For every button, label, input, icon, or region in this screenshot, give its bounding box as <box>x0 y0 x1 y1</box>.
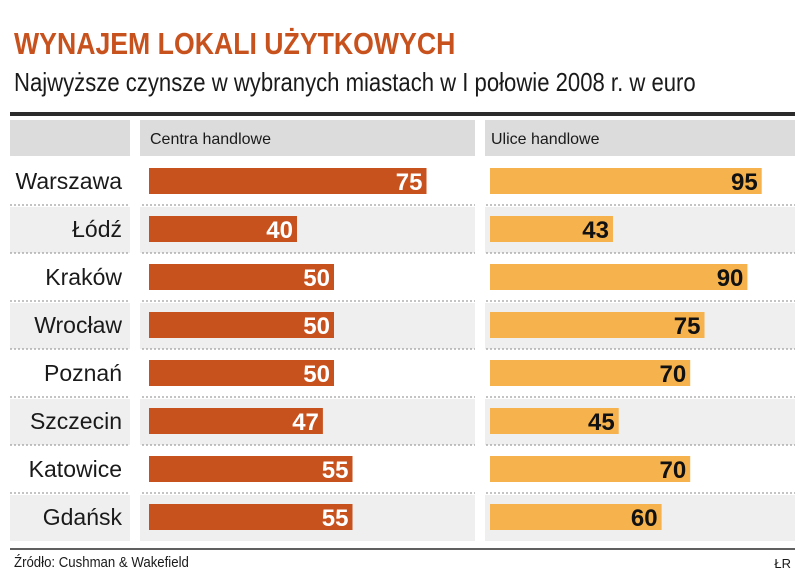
bar-ulice <box>490 360 691 386</box>
value-label-ulice: 75 <box>674 313 701 340</box>
category-label: Szczecin <box>30 408 122 434</box>
bar-centra <box>149 168 427 194</box>
category-label: Katowice <box>29 456 122 482</box>
row-stripe <box>10 207 795 253</box>
chart-subtitle: Najwyższe czynsze w wybranych miastach w… <box>14 67 696 97</box>
category-label: Wrocław <box>34 312 122 338</box>
value-label-centra: 40 <box>266 217 293 244</box>
bar-centra <box>149 408 323 434</box>
column-header-centra: Centra handlowe <box>150 131 271 148</box>
value-label-ulice: 95 <box>731 169 758 196</box>
bar-centra <box>149 312 334 338</box>
category-label: Łódź <box>72 216 122 242</box>
value-label-centra: 50 <box>303 361 330 388</box>
chart-title: WYNAJEM LOKALI UŻYTKOWYCH <box>14 26 456 61</box>
gutter-right <box>475 120 485 541</box>
bar-centra <box>149 456 353 482</box>
bar-centra <box>149 504 353 530</box>
value-label-centra: 75 <box>396 169 423 196</box>
value-label-centra: 55 <box>322 505 349 532</box>
top-rule <box>10 112 795 116</box>
bar-ulice <box>490 168 762 194</box>
header-band <box>10 120 795 156</box>
bar-ulice <box>490 264 748 290</box>
source-note: Źródło: Cushman & Wakefield <box>14 554 189 571</box>
bar-centra <box>149 216 297 242</box>
row-stripe <box>10 495 795 541</box>
value-label-centra: 47 <box>292 409 319 436</box>
bar-ulice <box>490 456 691 482</box>
value-label-ulice: 70 <box>659 361 686 388</box>
category-label: Poznań <box>44 360 122 386</box>
value-label-centra: 55 <box>322 457 349 484</box>
bar-ulice <box>490 312 705 338</box>
bar-centra <box>149 264 334 290</box>
bar-ulice <box>490 504 662 530</box>
value-label-centra: 50 <box>303 313 330 340</box>
value-label-ulice: 43 <box>582 217 609 244</box>
column-header-ulice: Ulice handlowe <box>491 131 600 148</box>
value-label-centra: 50 <box>303 265 330 292</box>
value-label-ulice: 45 <box>588 409 615 436</box>
value-label-ulice: 70 <box>659 457 686 484</box>
category-label: Warszawa <box>16 168 123 194</box>
bar-ulice <box>490 216 613 242</box>
bar-ulice <box>490 408 619 434</box>
category-label: Gdańsk <box>43 504 123 530</box>
author-credit: ŁR <box>774 556 791 571</box>
row-stripe <box>10 399 795 445</box>
gutter-left <box>130 120 140 541</box>
bar-centra <box>149 360 334 386</box>
value-label-ulice: 90 <box>717 265 744 292</box>
category-label: Kraków <box>45 264 122 290</box>
value-label-ulice: 60 <box>631 505 658 532</box>
